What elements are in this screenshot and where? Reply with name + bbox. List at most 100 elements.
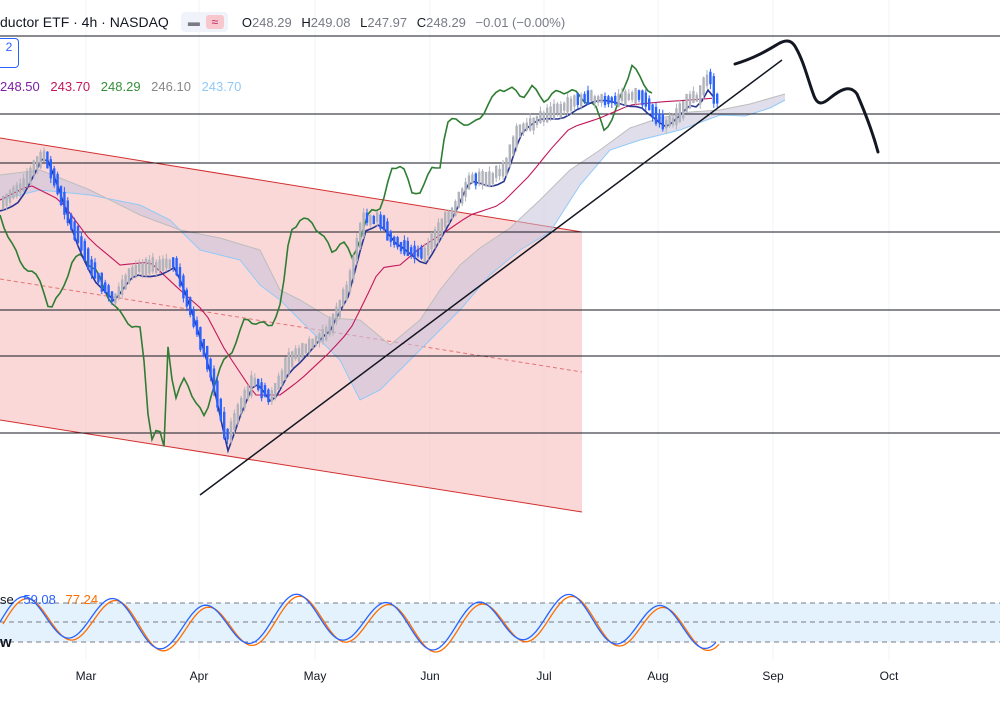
candle-body[interactable] — [712, 76, 715, 104]
candle-body[interactable] — [182, 275, 185, 299]
candle-body[interactable] — [90, 259, 93, 276]
candle-body[interactable] — [586, 90, 590, 105]
candle-body[interactable] — [291, 351, 294, 367]
candle-body[interactable] — [600, 94, 603, 104]
candle-body[interactable] — [117, 286, 120, 299]
candle-body[interactable] — [566, 97, 569, 113]
candle-body[interactable] — [134, 264, 137, 276]
candle-body[interactable] — [267, 389, 270, 403]
candle-body[interactable] — [648, 98, 651, 111]
candle-body[interactable] — [76, 226, 80, 243]
candle-body[interactable] — [393, 236, 396, 245]
candle-body[interactable] — [444, 212, 447, 228]
candle-body[interactable] — [70, 214, 73, 230]
candle-body[interactable] — [352, 256, 355, 280]
candle-body[interactable] — [716, 93, 719, 104]
candle-body[interactable] — [410, 247, 413, 256]
candle-body[interactable] — [501, 162, 505, 177]
candle-body[interactable] — [427, 242, 430, 256]
candle-body[interactable] — [87, 248, 90, 270]
candle-body[interactable] — [127, 268, 131, 284]
candle-body[interactable] — [498, 168, 501, 177]
candle-body[interactable] — [97, 272, 100, 283]
candle-body[interactable] — [692, 91, 695, 103]
candle-body[interactable] — [325, 327, 328, 341]
candle-body[interactable] — [447, 211, 450, 224]
candle-body[interactable] — [8, 190, 12, 203]
candle-body[interactable] — [678, 103, 681, 123]
candle-body[interactable] — [185, 289, 188, 307]
candle-body[interactable] — [433, 229, 437, 248]
candle-body[interactable] — [36, 156, 39, 170]
candle-body[interactable] — [583, 93, 586, 102]
candle-body[interactable] — [359, 223, 362, 249]
candle-body[interactable] — [631, 92, 634, 100]
candle-body[interactable] — [695, 94, 698, 102]
candle-body[interactable] — [430, 233, 433, 250]
candle-body[interactable] — [199, 327, 202, 350]
candle-body[interactable] — [593, 96, 596, 104]
candle-body[interactable] — [457, 191, 460, 208]
candle-body[interactable] — [644, 92, 647, 107]
candle-body[interactable] — [549, 106, 552, 118]
candle-body[interactable] — [702, 77, 705, 96]
candle-body[interactable] — [148, 259, 151, 274]
candle-body[interactable] — [161, 258, 165, 272]
candle-body[interactable] — [529, 118, 532, 131]
candle-body[interactable] — [294, 348, 297, 360]
candle-body[interactable] — [556, 103, 559, 114]
candle-body[interactable] — [365, 212, 369, 223]
candle-body[interactable] — [488, 171, 491, 187]
candle-body[interactable] — [243, 389, 246, 409]
indicator-count-badge[interactable]: 2 — [0, 38, 19, 68]
candle-body[interactable] — [189, 297, 192, 315]
candle-body[interactable] — [617, 93, 620, 107]
candle-body[interactable] — [131, 266, 134, 278]
candle-body[interactable] — [495, 166, 498, 178]
candle-body[interactable] — [416, 248, 420, 257]
candle-body[interactable] — [437, 222, 440, 242]
candle-body[interactable] — [688, 94, 692, 109]
candle-body[interactable] — [19, 183, 22, 194]
candle-body[interactable] — [25, 171, 29, 187]
candle-body[interactable] — [614, 95, 617, 105]
candle-body[interactable] — [138, 263, 141, 272]
candle-body[interactable] — [450, 207, 454, 219]
candle-body[interactable] — [114, 293, 117, 304]
candle-body[interactable] — [620, 92, 624, 101]
candle-body[interactable] — [155, 262, 158, 273]
candle-body[interactable] — [22, 178, 25, 192]
candle-body[interactable] — [661, 113, 664, 130]
candle-body[interactable] — [396, 237, 399, 248]
candle-body[interactable] — [338, 300, 341, 318]
candle-body[interactable] — [699, 85, 702, 105]
dash-icon[interactable]: ▬ — [187, 15, 200, 29]
candle-body[interactable] — [83, 240, 86, 261]
candle-body[interactable] — [165, 258, 168, 269]
candle-body[interactable] — [552, 103, 556, 119]
candle-body[interactable] — [484, 171, 488, 187]
candle-body[interactable] — [250, 375, 253, 397]
candle-body[interactable] — [93, 262, 97, 279]
candle-body[interactable] — [682, 101, 685, 119]
candle-body[interactable] — [209, 358, 212, 378]
candle-body[interactable] — [246, 385, 250, 399]
candle-body[interactable] — [274, 383, 277, 399]
candle-body[interactable] — [253, 377, 256, 386]
candle-body[interactable] — [284, 357, 287, 381]
candle-body[interactable] — [301, 342, 304, 358]
candle-body[interactable] — [675, 108, 678, 126]
candle-body[interactable] — [151, 257, 154, 272]
candle-body[interactable] — [46, 151, 49, 169]
candle-body[interactable] — [515, 125, 518, 148]
candle-body[interactable] — [32, 160, 35, 175]
candle-body[interactable] — [73, 221, 76, 240]
candle-body[interactable] — [195, 320, 199, 335]
candle-body[interactable] — [522, 123, 525, 134]
candle-body[interactable] — [42, 150, 46, 162]
candle-body[interactable] — [263, 385, 267, 397]
symbol-title[interactable]: ductor ETF · 4h · NASDAQ — [0, 14, 169, 30]
candle-body[interactable] — [413, 245, 416, 259]
candle-body[interactable] — [2, 196, 5, 209]
